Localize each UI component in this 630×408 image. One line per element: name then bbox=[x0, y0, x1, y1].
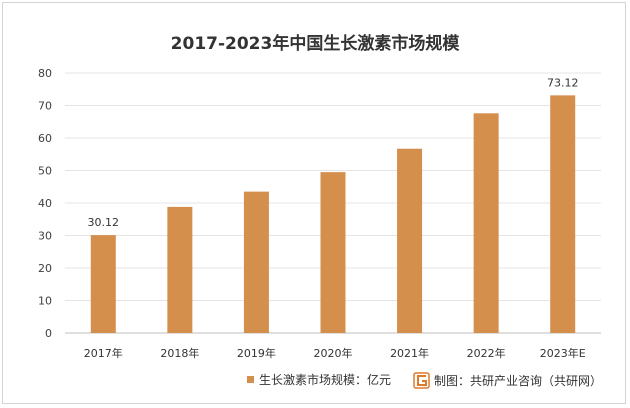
y-tick-label: 50 bbox=[38, 165, 52, 178]
y-tick-label: 10 bbox=[38, 295, 52, 308]
y-tick-label: 20 bbox=[38, 262, 52, 275]
x-tick-label: 2022年 bbox=[467, 346, 506, 360]
data-label: 73.12 bbox=[547, 76, 579, 89]
legend-label: 生长激素市场规模：亿元 bbox=[259, 372, 391, 387]
x-tick-label: 2023年E bbox=[540, 346, 586, 360]
x-tick-label: 2019年 bbox=[237, 346, 276, 360]
bar bbox=[243, 191, 269, 333]
x-tick-label: 2017年 bbox=[84, 346, 123, 360]
x-tick-label: 2021年 bbox=[390, 346, 429, 360]
y-tick-label: 30 bbox=[38, 230, 52, 243]
y-tick-label: 60 bbox=[38, 132, 52, 145]
legend-swatch bbox=[247, 376, 254, 383]
bar bbox=[397, 148, 423, 333]
x-tick-label: 2018年 bbox=[160, 346, 199, 360]
bar-chart: 2017-2023年中国生长激素市场规模 0 10 20 30 40 50 60 70 80 201… bbox=[38, 33, 602, 389]
y-tick-label: 40 bbox=[38, 197, 52, 210]
data-label: 30.12 bbox=[88, 216, 120, 229]
bar bbox=[167, 206, 193, 333]
y-tick-label: 70 bbox=[38, 100, 52, 113]
chart-frame: 2017-2023年中国生长激素市场规模 0 10 20 30 40 50 60 70 80 201… bbox=[2, 2, 626, 404]
chart-title: 2017-2023年中国生长激素市场规模 bbox=[171, 33, 461, 54]
y-tick-label: 0 bbox=[45, 327, 52, 340]
bar bbox=[473, 113, 499, 333]
source-text: 制图：共研产业咨询（共研网） bbox=[434, 373, 602, 388]
bar bbox=[90, 235, 116, 333]
bar bbox=[550, 95, 576, 333]
x-tick-label: 2020年 bbox=[314, 346, 353, 360]
bar bbox=[320, 172, 346, 333]
y-tick-label: 80 bbox=[38, 67, 52, 80]
source-logo-icon bbox=[413, 372, 430, 389]
